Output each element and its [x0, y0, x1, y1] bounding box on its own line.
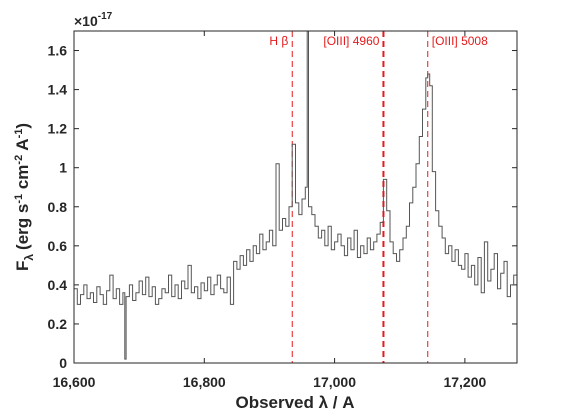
y-axis-label-units-5: -1: [13, 129, 25, 139]
y-tick-label: 0.2: [48, 316, 68, 332]
spectrum-line: [74, 30, 518, 360]
spectrum-series: [74, 30, 518, 360]
y-axis-label-units-3: -2: [13, 155, 25, 165]
x-tick-label: 17,000: [313, 374, 356, 390]
y-axis-label-units-6: ): [13, 123, 32, 129]
svg-text:Fλ(erg s-1 cm-2 A-1): Fλ(erg s-1 cm-2 A-1): [13, 123, 36, 271]
y-tick-label: 0: [59, 355, 67, 371]
y-tick-label: 0.6: [48, 238, 68, 254]
emission-line-label: [OIII] 5008: [432, 34, 488, 48]
x-tick-label: 16,600: [53, 374, 96, 390]
y-tick-label: 0.8: [48, 199, 68, 215]
y-tick-label: 1.6: [48, 43, 68, 59]
y-multiplier-base: ×10: [74, 13, 98, 29]
emission-line-label: H β: [269, 34, 288, 48]
x-axis-label: Observed λ / A: [235, 393, 354, 412]
y-multiplier-exp: -17: [98, 11, 113, 22]
x-tick-label: 16,800: [183, 374, 226, 390]
x-axis-ticks: 16,600 16,800 17,000 17,200: [53, 31, 487, 390]
emission-line-label: [OIII] 4960: [323, 34, 379, 48]
y-axis-label-units-0: (erg s: [13, 204, 32, 250]
y-axis-label-units-4: A: [13, 138, 32, 154]
emission-line-markers: H β [OIII] 4960 [OIII] 5008: [269, 31, 488, 363]
y-tick-label: 0.4: [48, 277, 68, 293]
y-tick-label: 1.4: [48, 82, 68, 98]
y-tick-label: 1: [59, 160, 67, 176]
x-tick-label: 17,200: [443, 374, 486, 390]
y-tick-label: 1.2: [48, 121, 68, 137]
y-axis-ticks: 0 0.2 0.4 0.6 0.8 1 1.2 1.4 1.6: [48, 43, 517, 371]
y-axis-label-sub: λ: [22, 254, 36, 261]
y-axis-label: Fλ(erg s-1 cm-2 A-1): [13, 123, 36, 271]
y-axis-label-units-1: -1: [13, 194, 25, 204]
y-axis-label-main: F: [13, 261, 32, 271]
plot-frame: [73, 30, 518, 364]
y-multiplier: ×10-17: [74, 11, 113, 29]
y-axis-label-units-2: cm: [13, 165, 32, 194]
